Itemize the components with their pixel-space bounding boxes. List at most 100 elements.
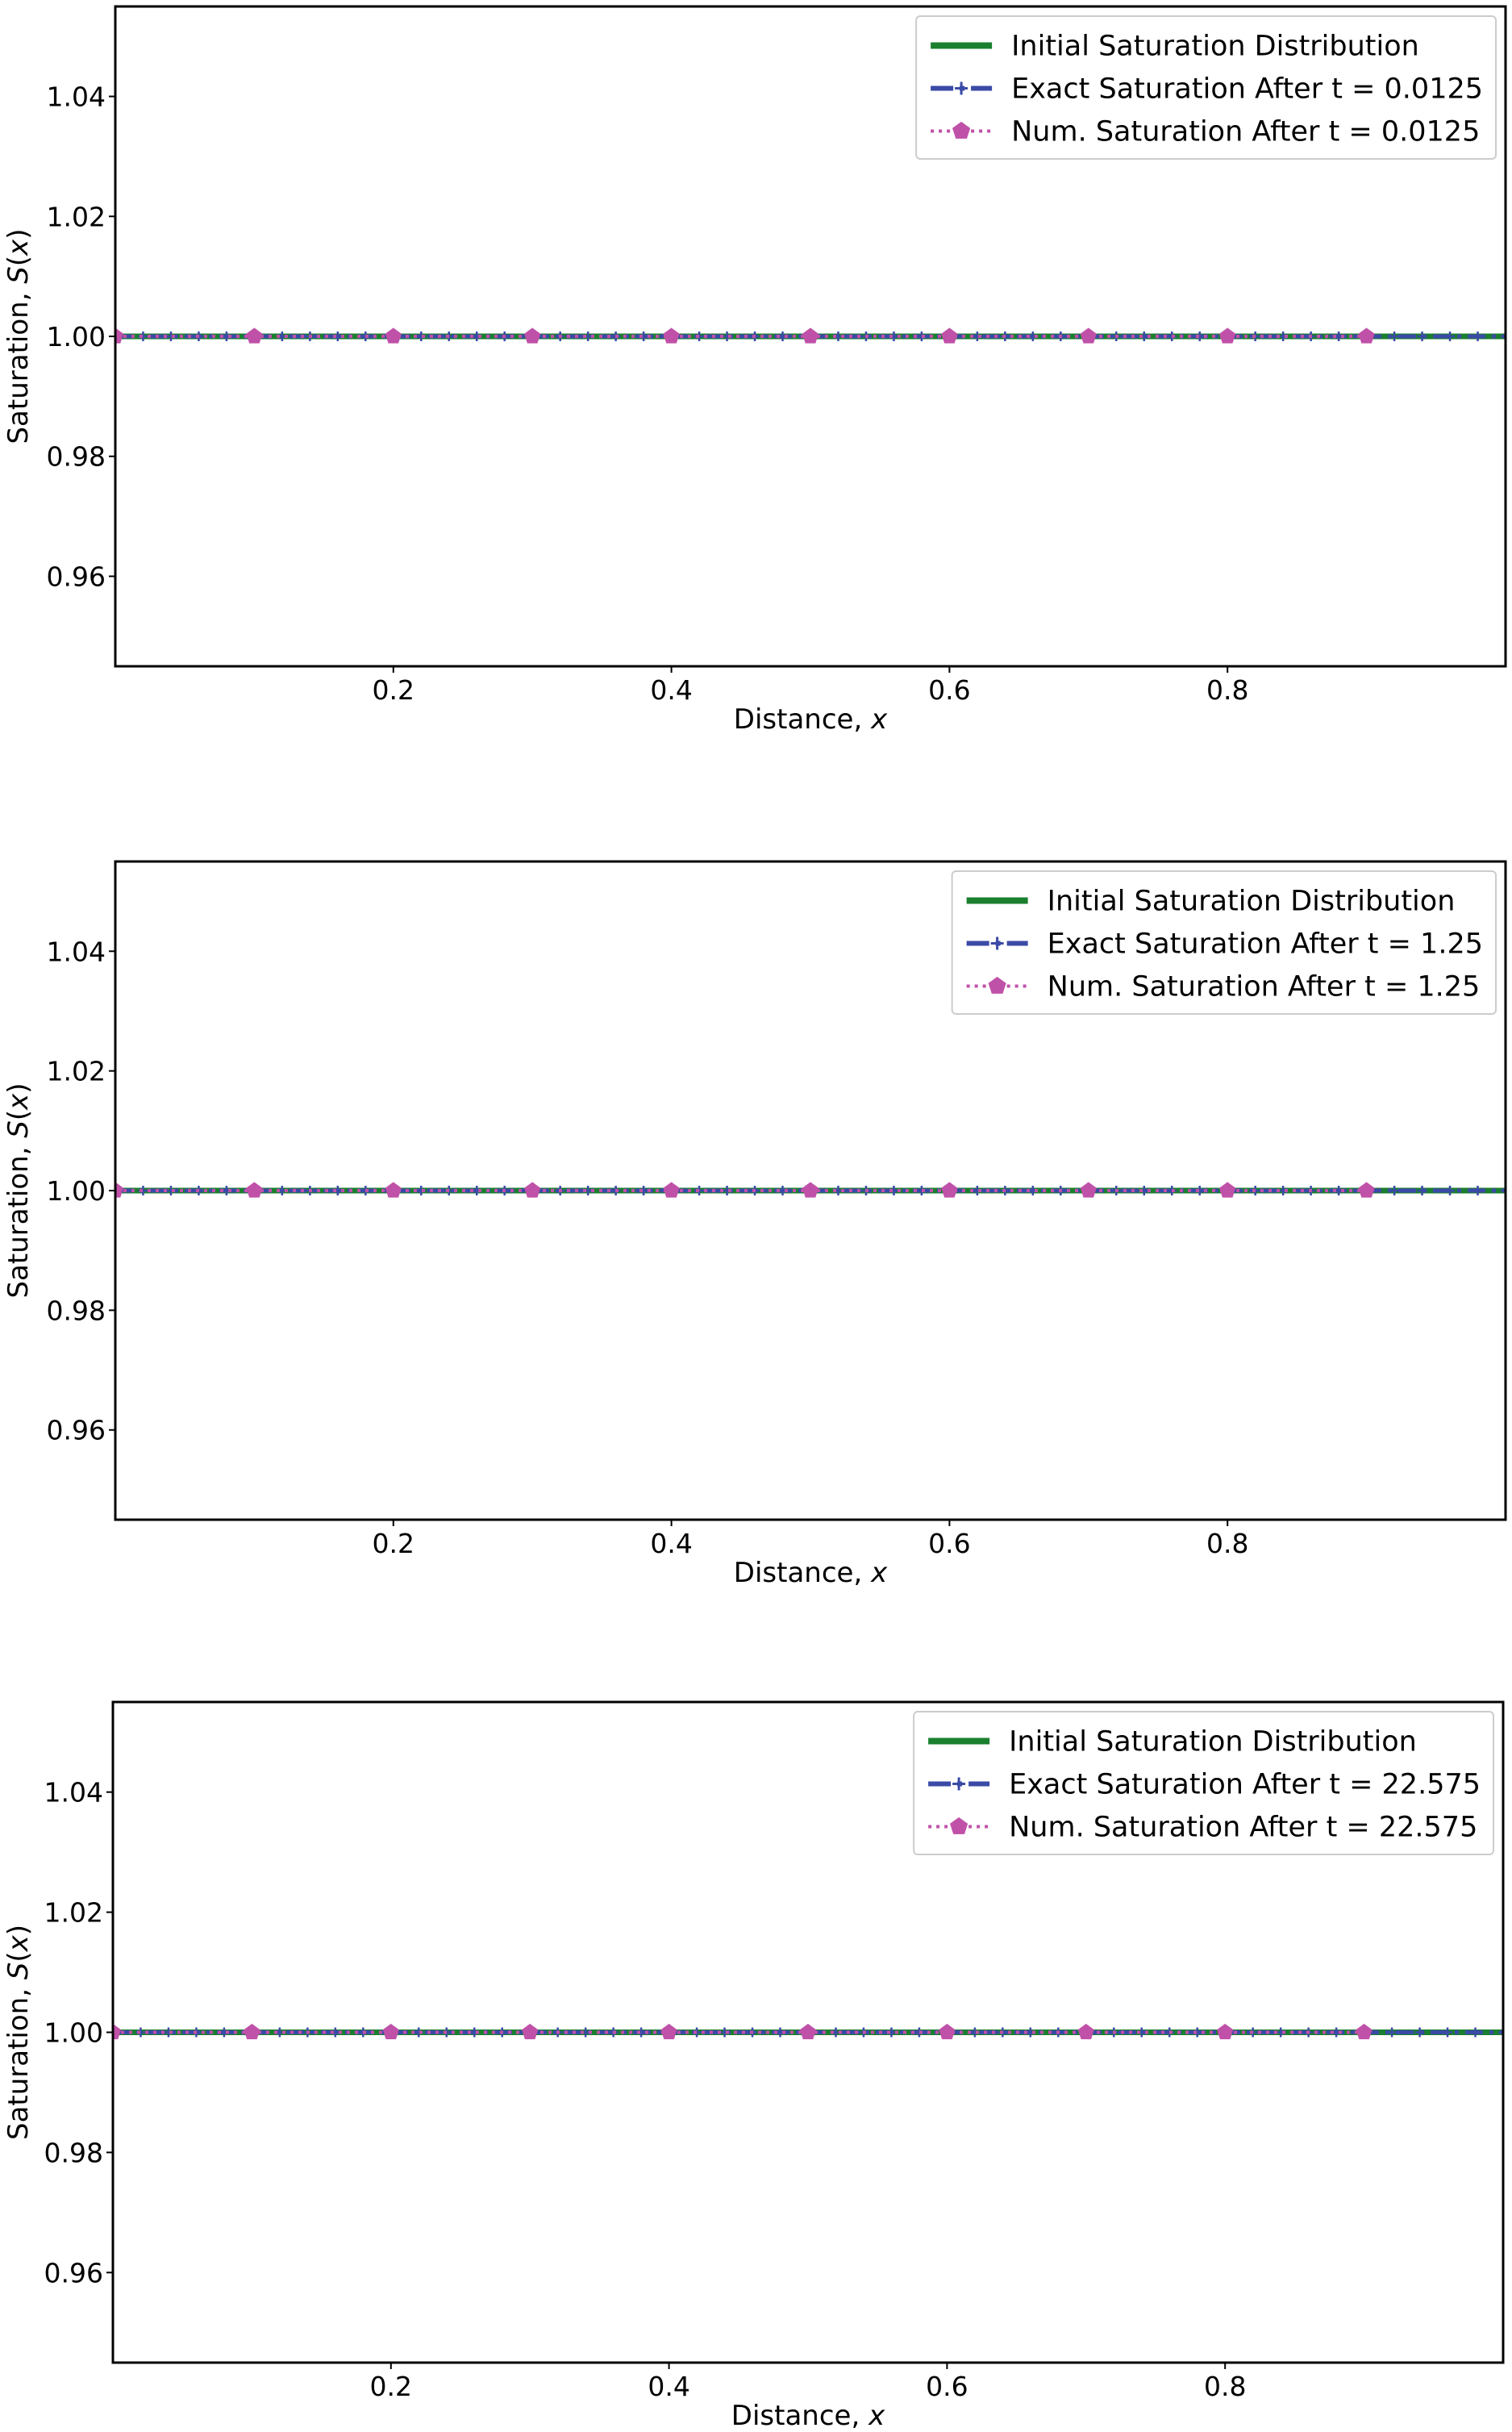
y-tick-label: 1.02 [44,1897,103,1929]
legend-marker-pentagon [952,121,971,139]
chart-panel-2: 0.2 0.4 0.6 0.8 0.96 0.98 1.00 1.02 1.04 Distance… [2,860,1507,1589]
y-axis-label: Saturation, S(x) [2,1083,35,1298]
legend-label: Initial Saturation Distribution [1011,31,1419,63]
legend-label: Initial Saturation Distribution [1048,886,1456,918]
legend: Initial Saturation Distribution Exact Sat… [915,15,1497,160]
numeric-marker [522,2023,539,2040]
y-tick-label: 0.98 [44,2137,103,2168]
x-tick-label: 0.2 [373,674,414,706]
legend: Initial Saturation Distribution Exact Sat… [913,1711,1494,1855]
numeric-marker [802,327,819,344]
chart-panel-3: 0.2 0.4 0.6 0.8 0.96 0.98 1.00 1.02 1.04 Distance… [2,1700,1505,2432]
exact-marker [1417,1186,1427,1195]
numeric-marker [115,327,124,344]
numeric-marker [1219,1182,1236,1198]
exact-marker [694,332,705,341]
exact-marker [916,1186,927,1195]
legend-entry-3: Num. Saturation After t = 0.0125 [931,116,1480,148]
exact-marker [1501,332,1506,341]
x-tick-label: 0.6 [926,2371,968,2402]
exact-marker [1414,2027,1425,2038]
exact-marker [1417,332,1427,341]
y-tick-label: 1.04 [47,936,106,967]
y-tick-label: 0.96 [47,1415,106,1446]
numeric-marker [1077,2023,1094,2040]
y-axis-label: Saturation, S(x) [2,228,35,444]
y-tick-label: 1.04 [44,1777,103,1808]
x-tick-label: 0.6 [928,674,970,706]
numeric-marker [1217,2023,1234,2040]
chart-panel-1: 0.2 0.4 0.6 0.8 0.96 0.98 1.00 1.02 1.04 Distance… [2,5,1507,736]
numeric-marker [385,327,402,344]
legend-label: Exact Saturation After t = 0.0125 [1011,73,1483,106]
exact-marker [692,2027,702,2038]
plot-area [115,327,1506,344]
numeric-marker [941,327,958,344]
x-tick-label: 0.4 [650,674,692,706]
legend-box [915,15,1497,160]
plot-area [115,1182,1506,1198]
numeric-marker [1358,1182,1375,1198]
exact-marker [914,2027,924,2038]
numeric-marker [524,1182,541,1198]
numeric-marker [802,1182,819,1198]
exact-marker [1470,2027,1481,2038]
x-tick-label: 0.2 [373,1528,414,1559]
y-tick-label: 0.96 [44,2257,103,2288]
legend-label: Initial Saturation Distribution [1009,1726,1417,1758]
y-tick-label: 1.00 [44,2017,103,2049]
x-axis-label: Distance, x [734,703,888,736]
x-tick-label: 0.8 [1206,674,1248,706]
legend-entry-3: Num. Saturation After t = 1.25 [966,971,1480,1003]
x-axis-label: Distance, x [731,2400,885,2432]
plot-area [113,2023,1503,2040]
x-tick-label: 0.4 [650,1528,692,1559]
y-tick-label: 1.02 [47,201,106,232]
x-tick-label: 0.8 [1206,1528,1248,1559]
y-tick-label: 1.00 [47,1175,106,1207]
numeric-marker [524,327,541,344]
legend: Initial Saturation Distribution Exact Sat… [951,870,1497,1015]
numeric-marker [1219,327,1236,344]
x-axis-label: Distance, x [734,1557,888,1589]
exact-marker [1501,1186,1506,1195]
exact-marker [916,332,927,341]
numeric-marker [939,2023,956,2040]
legend-label: Num. Saturation After t = 0.0125 [1011,116,1480,148]
numeric-marker [246,1182,263,1198]
exact-marker [1472,332,1483,341]
legend-entry-1: Initial Saturation Distribution [931,31,1419,63]
y-tick-label: 1.00 [47,321,106,352]
numeric-marker [663,1182,680,1198]
numeric-marker [246,327,263,344]
exact-marker [1389,332,1400,341]
numeric-marker [244,2023,260,2040]
exact-marker [1445,1186,1456,1195]
x-tick-label: 0.6 [928,1528,970,1559]
numeric-marker [1080,1182,1097,1198]
numeric-marker [1356,2023,1372,2040]
y-tick-label: 0.98 [47,1295,106,1326]
legend-entry-1: Initial Saturation Distribution [966,886,1456,918]
y-tick-label: 0.98 [47,441,106,473]
numeric-marker [115,1182,124,1198]
y-tick-label: 0.96 [47,561,106,592]
x-tick-label: 0.8 [1204,2371,1246,2402]
x-tick-label: 0.4 [648,2371,689,2402]
exact-marker [1498,2027,1503,2038]
legend-marker-plus [955,81,968,95]
numeric-marker [660,2023,677,2040]
numeric-marker [113,2023,122,2040]
numeric-marker [941,1182,958,1198]
legend-entry-3: Num. Saturation After t = 22.575 [928,1812,1477,1844]
exact-marker [1443,2027,1453,2038]
legend-marker-plus [990,937,1004,950]
legend-marker-pentagon [988,976,1006,994]
legend-box [951,870,1497,1015]
exact-marker [1387,2027,1397,2038]
legend-entry-1: Initial Saturation Distribution [928,1726,1417,1758]
exact-marker [694,1186,705,1195]
exact-marker [1445,332,1456,341]
numeric-marker [1080,327,1097,344]
